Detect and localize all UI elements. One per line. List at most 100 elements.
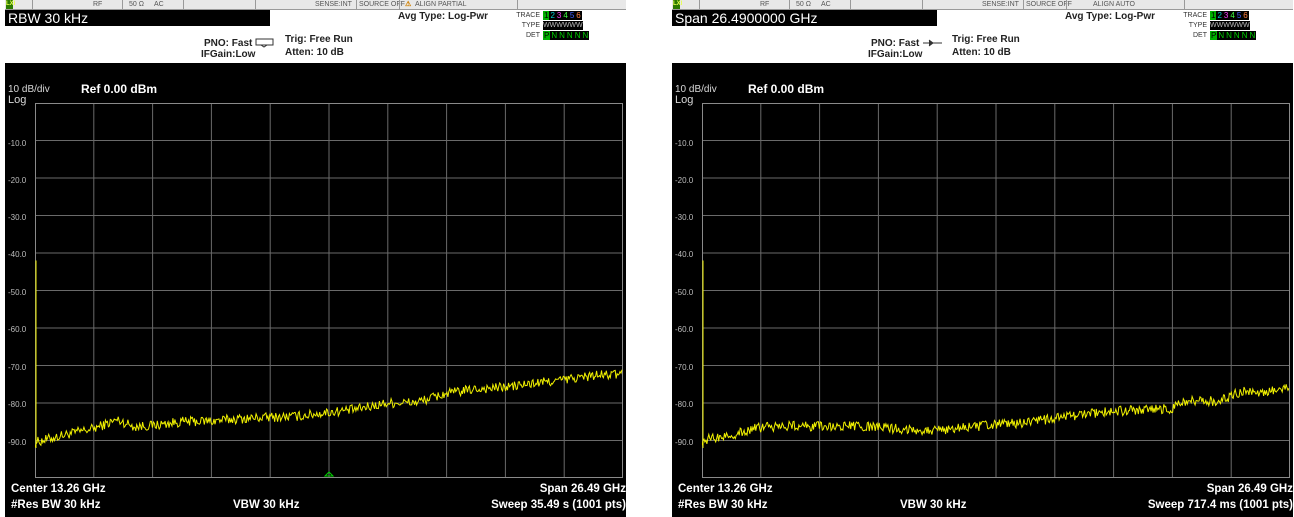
active-function-title: Span 26.4900000 GHz bbox=[672, 10, 937, 26]
det-value-4: N bbox=[1233, 31, 1240, 40]
source-label: SOURCE OFF bbox=[1026, 1, 1072, 8]
trigger-mode-icon bbox=[923, 39, 942, 47]
y-axis-label: -90.0 bbox=[675, 438, 694, 447]
y-axis-label: -20.0 bbox=[675, 176, 694, 185]
coupling-label: AC bbox=[821, 1, 831, 8]
avg-type-setting: Avg Type: Log-Pwr bbox=[398, 11, 488, 22]
trace-number-6: 6 bbox=[576, 11, 581, 20]
trace-number-2: 2 bbox=[550, 11, 555, 20]
ifgain-setting: IFGain:Low bbox=[201, 49, 256, 60]
y-axis-label: -30.0 bbox=[675, 213, 694, 222]
spectrum-trace-plot bbox=[702, 103, 1290, 478]
y-axis-label: -50.0 bbox=[8, 288, 27, 297]
trace-number-1: 1 bbox=[1210, 11, 1217, 20]
warning-icon: ⚠ bbox=[405, 1, 412, 8]
type-label: TYPE bbox=[1188, 22, 1207, 29]
y-axis-label: -30.0 bbox=[8, 213, 27, 222]
det-value-2: N bbox=[1218, 31, 1225, 40]
attenuation-setting: Atten: 10 dB bbox=[952, 47, 1011, 58]
center-frequency: Center 13.26 GHz bbox=[678, 483, 773, 495]
active-function-title: RBW 30 kHz bbox=[5, 10, 270, 26]
scale-per-division: 10 dB/div bbox=[675, 84, 717, 95]
det-value-1: P bbox=[1210, 31, 1218, 40]
trace-number-3: 3 bbox=[1223, 11, 1229, 20]
y-axis-label: -70.0 bbox=[675, 363, 694, 372]
pno-setting: PNO: Fast bbox=[871, 38, 920, 49]
video-bandwidth: VBW 30 kHz bbox=[233, 499, 300, 511]
trace-number-5: 5 bbox=[1236, 11, 1242, 20]
scale-type: Log bbox=[8, 94, 27, 106]
y-axis-label: -40.0 bbox=[8, 250, 27, 259]
reference-level: Ref 0.00 dBm bbox=[81, 82, 158, 96]
sense-label: SENSE:INT bbox=[982, 1, 1019, 8]
trace-type-values: WWWWWW bbox=[543, 21, 583, 30]
sense-label: SENSE:INT bbox=[315, 1, 352, 8]
det-value-1: P bbox=[543, 31, 551, 40]
y-axis-label: -60.0 bbox=[675, 325, 694, 334]
spectrum-trace bbox=[35, 369, 623, 448]
det-label: DET bbox=[526, 32, 540, 39]
trace-number-4: 4 bbox=[563, 11, 568, 20]
trace-label: TRACE bbox=[516, 12, 540, 19]
center-frequency: Center 13.26 GHz bbox=[11, 483, 106, 495]
source-label: SOURCE OFF bbox=[359, 1, 405, 8]
det-value-6: N bbox=[582, 31, 589, 40]
trace-number-5: 5 bbox=[569, 11, 575, 20]
trigger-setting: Trig: Free Run bbox=[952, 34, 1020, 45]
y-axis-label: -40.0 bbox=[675, 250, 694, 259]
det-value-2: N bbox=[551, 31, 558, 40]
coupling-label: AC bbox=[154, 1, 164, 8]
status-bar: LXI RF 50 Ω AC SENSE:INT SOURCE OFF ⚠ AL… bbox=[5, 0, 626, 10]
sweep-time: Sweep 35.49 s (1001 pts) bbox=[491, 499, 626, 511]
resolution-bandwidth: #Res BW 30 kHz bbox=[11, 499, 101, 511]
det-value-5: N bbox=[574, 31, 581, 40]
measurement-info-panel: Span 26.4900000 GHz PNO: Fast IFGain:Low… bbox=[672, 10, 1293, 63]
measurement-info-panel: RBW 30 kHz PNO: Fast IFGain:Low Trig: Fr… bbox=[5, 10, 626, 63]
resolution-bandwidth: #Res BW 30 kHz bbox=[678, 499, 768, 511]
type-label: TYPE bbox=[521, 22, 540, 29]
det-label: DET bbox=[1193, 32, 1207, 39]
align-label: ALIGN AUTO bbox=[1093, 1, 1135, 8]
spectrum-analyzer-panel-right: LXI RF 50 Ω AC SENSE:INT SOURCE OFF ALIG… bbox=[672, 0, 1293, 517]
avg-type-setting: Avg Type: Log-Pwr bbox=[1065, 11, 1155, 22]
lxi-icon: LXI bbox=[6, 0, 16, 9]
trace-number-4: 4 bbox=[1230, 11, 1235, 20]
y-axis-label: -50.0 bbox=[675, 288, 694, 297]
y-axis-label: -20.0 bbox=[8, 176, 27, 185]
attenuation-setting: Atten: 10 dB bbox=[285, 47, 344, 58]
y-axis-label: -80.0 bbox=[8, 400, 27, 409]
align-label: ALIGN PARTIAL bbox=[415, 1, 467, 8]
y-axis-label: -10.0 bbox=[8, 139, 27, 148]
scale-type: Log bbox=[675, 94, 694, 106]
rf-label: RF bbox=[93, 1, 103, 8]
rf-label: RF bbox=[760, 1, 770, 8]
reference-level: Ref 0.00 dBm bbox=[748, 82, 825, 96]
span-frequency: Span 26.49 GHz bbox=[1206, 483, 1293, 495]
spectrum-trace bbox=[702, 384, 1290, 446]
sweep-time: Sweep 717.4 ms (1001 pts) bbox=[1147, 499, 1293, 511]
impedance-label: 50 Ω bbox=[796, 1, 811, 8]
pno-setting: PNO: Fast bbox=[204, 38, 253, 49]
det-value-3: N bbox=[1226, 31, 1232, 40]
det-value-3: N bbox=[559, 31, 565, 40]
trigger-setting: Trig: Free Run bbox=[285, 34, 353, 45]
det-value-6: N bbox=[1249, 31, 1256, 40]
marker-icon bbox=[323, 471, 335, 477]
status-bar: LXI RF 50 Ω AC SENSE:INT SOURCE OFF ALIG… bbox=[672, 0, 1293, 10]
span-frequency: Span 26.49 GHz bbox=[539, 483, 626, 495]
y-axis-label: -60.0 bbox=[8, 325, 27, 334]
trace-number-6: 6 bbox=[1243, 11, 1248, 20]
det-value-4: N bbox=[566, 31, 573, 40]
lxi-icon: LXI bbox=[673, 0, 683, 9]
trace-label: TRACE bbox=[1183, 12, 1207, 19]
trigger-mode-icon bbox=[255, 38, 274, 48]
scale-per-division: 10 dB/div bbox=[8, 84, 50, 95]
y-axis-label: -80.0 bbox=[675, 400, 694, 409]
y-axis-label: -70.0 bbox=[8, 363, 27, 372]
impedance-label: 50 Ω bbox=[129, 1, 144, 8]
spectrum-trace-plot bbox=[35, 103, 623, 478]
